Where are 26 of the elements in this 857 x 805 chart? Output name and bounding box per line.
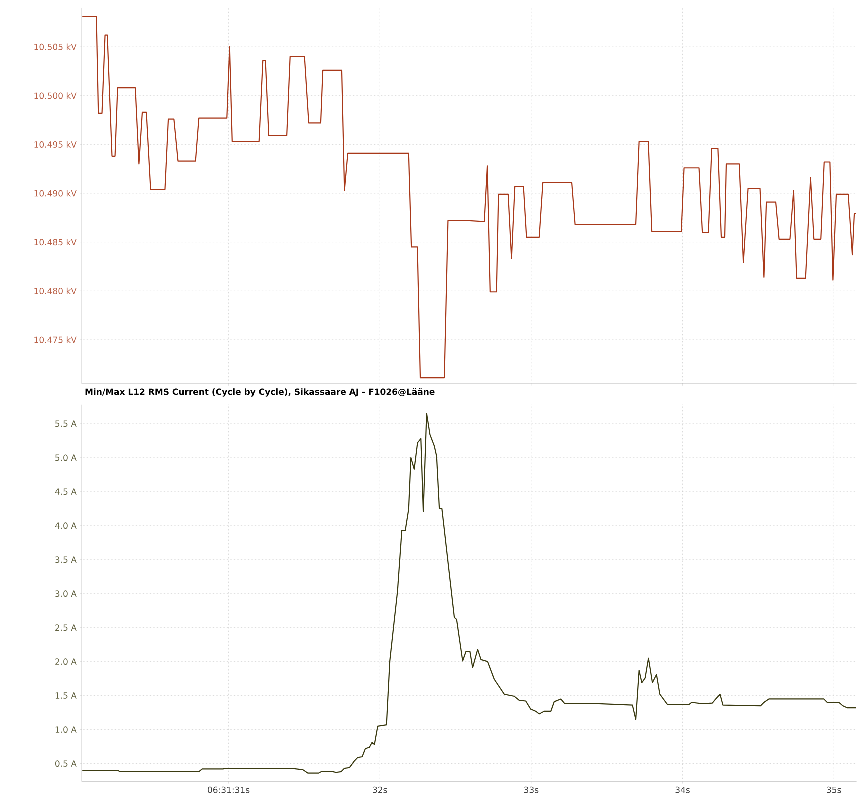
x-tick-label: 06:31:31s [208, 786, 250, 794]
line-series [82, 16, 857, 379]
chart-title: Min/Max L12 RMS Current (Cycle by Cycle), Sikassaare AJ - F1026@Lääne [86, 388, 435, 397]
y-tick-label: 10.475 kV [34, 336, 77, 344]
line-series [82, 413, 857, 774]
y-tick-label: 10.480 kV [34, 288, 77, 295]
y-tick-label: 10.505 kV [34, 44, 77, 50]
x-tick-label: 33s [524, 786, 539, 794]
y-tick-label: 5.0 A [56, 454, 77, 462]
y-tick-label: 3.5 A [56, 556, 77, 564]
y-tick-label: 10.485 kV [34, 239, 77, 246]
x-tick-label: 34s [676, 786, 690, 794]
y-tick-label: 10.490 kV [34, 190, 77, 197]
y-tick-label: 4.5 A [55, 488, 77, 496]
y-tick-label: 0.5 A [55, 760, 77, 768]
y-tick-label: 1.5 A [56, 692, 77, 700]
x-tick-label: 35s [827, 786, 842, 794]
y-tick-label: 2.5 A [56, 624, 77, 632]
y-tick-label: 1.0 A [56, 726, 77, 734]
y-tick-label: 5.5 A [56, 420, 77, 428]
y-tick-label: 4.0 A [55, 522, 77, 530]
y-tick-label: 10.495 kV [34, 141, 77, 148]
y-tick-label: 2.0 A [56, 658, 77, 666]
y-tick-label: 3.0 A [56, 590, 77, 598]
x-tick-label: 32s [373, 786, 388, 794]
y-tick-label: 10.500 kV [34, 92, 77, 100]
